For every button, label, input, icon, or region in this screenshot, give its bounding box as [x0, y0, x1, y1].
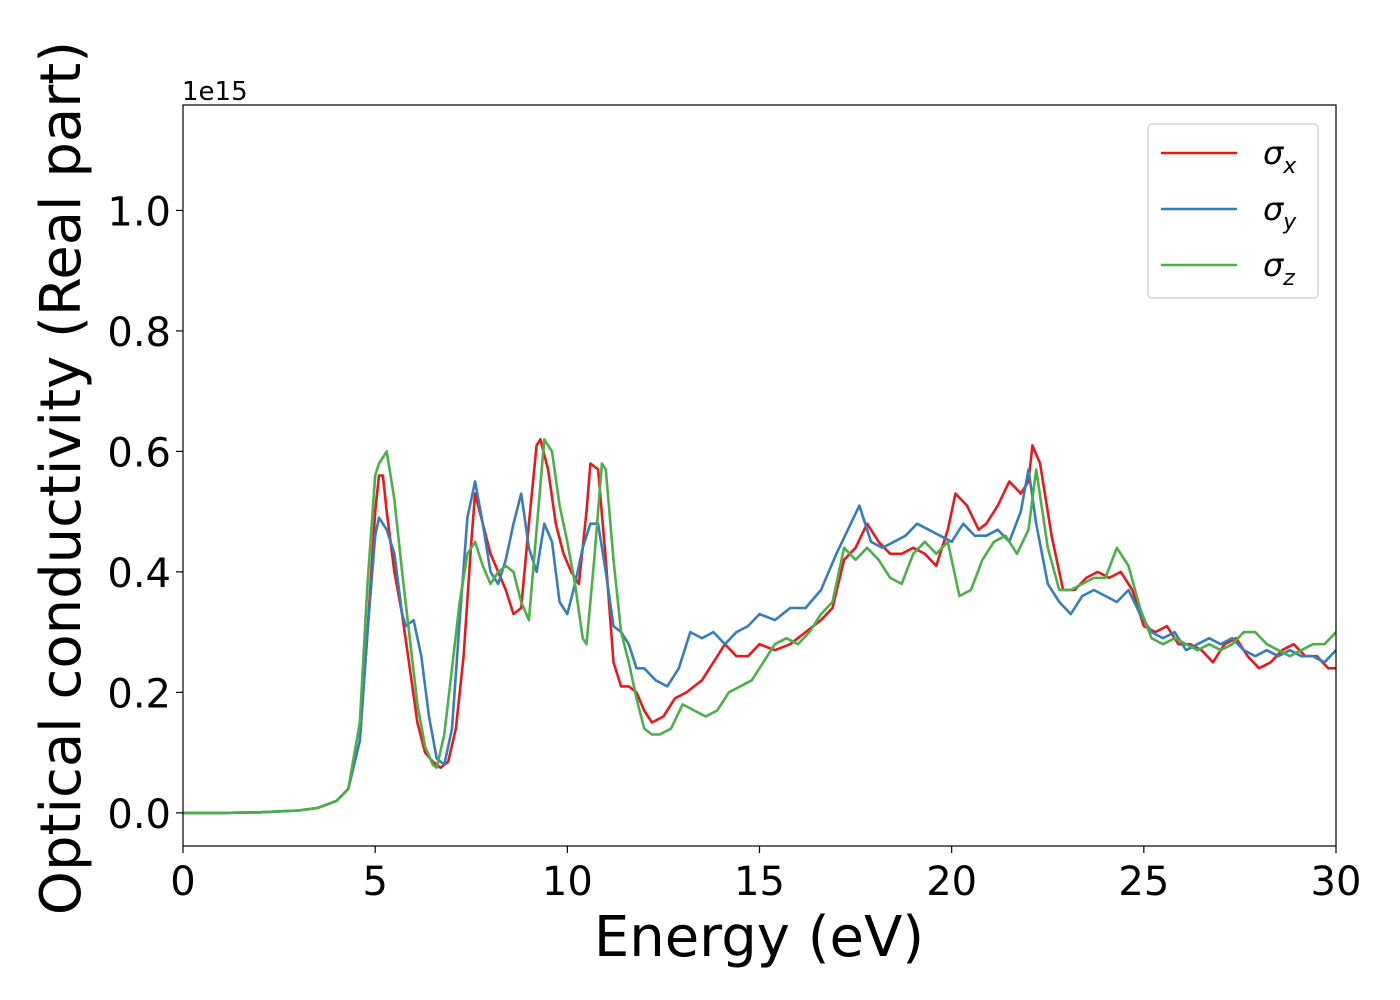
y-tick-label: 0.2 [107, 671, 171, 717]
x-tick-label: 30 [1311, 859, 1362, 905]
legend-label-x: σx [1263, 134, 1297, 179]
series-lines [183, 438, 1336, 815]
y-axis-offset-label: 1e15 [182, 77, 248, 107]
legend-box [1147, 123, 1319, 299]
y-tick-label: 1.0 [107, 189, 171, 235]
x-tick-label: 15 [734, 859, 785, 905]
y-tick-label: 0.0 [107, 792, 171, 838]
x-tick-label: 20 [926, 859, 977, 905]
x-tick-label: 10 [542, 859, 593, 905]
x-tick-label: 5 [362, 859, 387, 905]
x-axis: 0 5 10 15 20 25 30 [170, 846, 1361, 905]
y-axis: 0.0 0.2 0.4 0.6 0.8 1.0 [107, 189, 183, 838]
y-axis-label: Optical conductivity (Real part) [29, 41, 94, 915]
x-tick-label: 25 [1118, 859, 1169, 905]
series-line-y [183, 468, 1336, 815]
x-tick-label: 0 [170, 859, 195, 905]
y-tick-label: 0.6 [107, 430, 171, 476]
series-line-z [183, 438, 1336, 815]
x-axis-label: Energy (eV) [594, 905, 924, 970]
legend-label-y: σy [1263, 190, 1297, 235]
y-tick-label: 0.4 [107, 551, 171, 597]
y-tick-label: 0.8 [107, 310, 171, 356]
legend: σx σy σz [1147, 123, 1319, 299]
legend-label-z: σz [1263, 246, 1295, 291]
